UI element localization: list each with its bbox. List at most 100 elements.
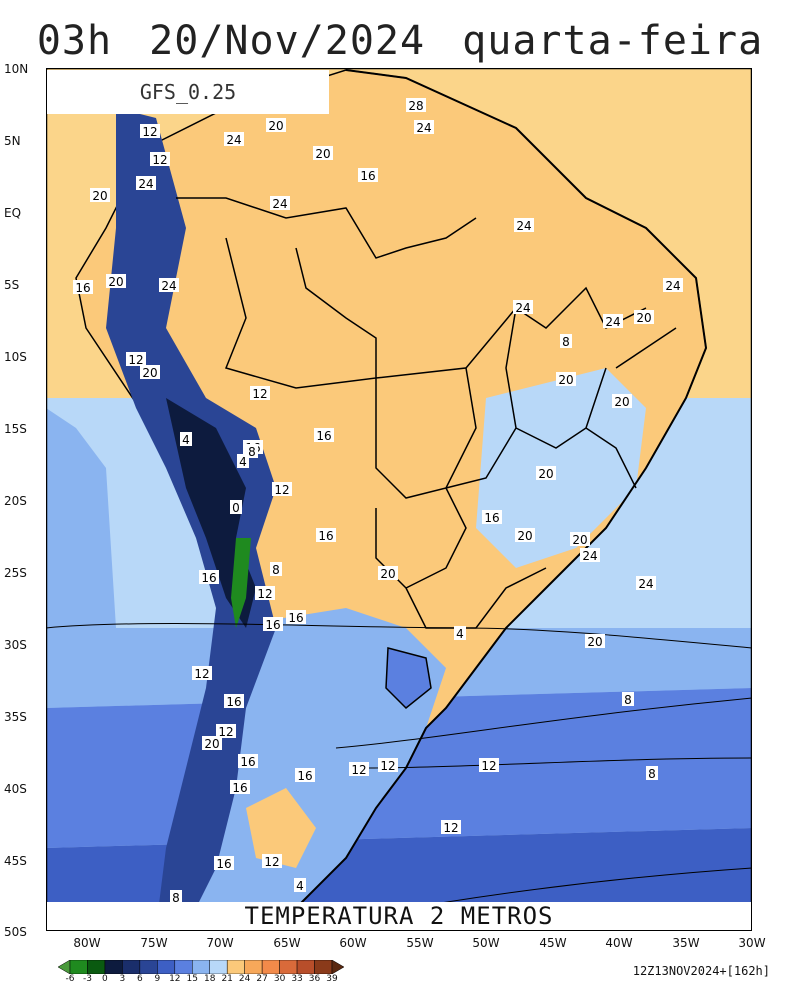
colorbar-swatch	[244, 960, 263, 974]
variable-label: TEMPERATURA 2 METROS	[47, 902, 751, 930]
contour-label: 16	[263, 617, 283, 632]
svg-text:8: 8	[248, 445, 256, 459]
colorbar-tick-label: 30	[273, 974, 286, 984]
svg-text:12: 12	[128, 353, 143, 367]
svg-text:12: 12	[380, 759, 395, 773]
model-label: GFS_0.25	[47, 70, 329, 114]
contour-label: 24	[603, 314, 623, 329]
contour-label: 12	[441, 820, 461, 835]
svg-text:28: 28	[408, 99, 423, 113]
contour-label: 20	[536, 466, 556, 481]
contour-label: 16	[214, 856, 234, 871]
svg-text:20: 20	[315, 147, 330, 161]
svg-text:12: 12	[257, 587, 272, 601]
svg-text:8: 8	[624, 693, 632, 707]
svg-text:20: 20	[614, 395, 629, 409]
lat-label: 5S	[4, 278, 20, 292]
contour-label: 16	[295, 768, 315, 783]
map-frame	[46, 68, 752, 931]
svg-text:24: 24	[515, 301, 530, 315]
colorbar-tick-label: -6	[65, 974, 75, 984]
contour-label: 24	[514, 218, 534, 233]
lat-label: 50S	[4, 925, 27, 939]
svg-text:16: 16	[297, 769, 312, 783]
svg-text:4: 4	[239, 455, 247, 469]
contour-label: 20	[515, 528, 535, 543]
contour-label: 16	[224, 694, 244, 709]
colorbar-tick-label: 6	[136, 974, 143, 984]
colorbar-tick-label: -3	[82, 974, 92, 984]
contour-label: 12	[216, 724, 236, 739]
contour-label: 24	[414, 120, 434, 135]
contour-label: 24	[270, 196, 290, 211]
patagonia-warm-patch	[246, 788, 316, 868]
svg-text:16: 16	[232, 781, 247, 795]
colorbar-tick-label: 39	[326, 974, 338, 984]
contour-12	[365, 757, 752, 769]
lon-label: 40W	[605, 936, 633, 950]
contour-label: 4	[454, 626, 466, 641]
svg-text:24: 24	[272, 197, 287, 211]
contour-label: 20	[378, 566, 398, 581]
svg-text:24: 24	[416, 121, 431, 135]
contour-label: 20	[556, 372, 576, 387]
contour-label: 4	[237, 454, 249, 469]
lat-label: 40S	[4, 782, 27, 796]
colorbar	[57, 960, 345, 974]
lon-label: 70W	[206, 936, 234, 950]
contour-label: 12	[150, 152, 170, 167]
contour-label: 24	[663, 278, 683, 293]
svg-text:24: 24	[516, 219, 531, 233]
svg-text:4: 4	[296, 879, 304, 893]
lat-label: 5N	[4, 134, 21, 148]
svg-text:12: 12	[274, 483, 289, 497]
colorbar-tick-label: 36	[308, 974, 321, 984]
coastline	[275, 69, 708, 929]
contour-label: 12	[126, 352, 146, 367]
contour-label: 24	[224, 132, 244, 147]
contour-label: 16	[358, 168, 378, 183]
svg-text:8: 8	[272, 563, 280, 577]
colorbar-swatch	[279, 960, 298, 974]
colorbar-swatch	[174, 960, 193, 974]
svg-text:16: 16	[484, 511, 499, 525]
colorbar-swatch	[122, 960, 141, 974]
svg-text:20: 20	[268, 119, 283, 133]
svg-text:20: 20	[92, 189, 107, 203]
svg-text:12: 12	[194, 667, 209, 681]
contour-label: 24	[513, 300, 533, 315]
colorbar-tick-label: 0	[102, 974, 108, 984]
svg-text:12: 12	[351, 763, 366, 777]
eastern-cool-region	[476, 368, 646, 568]
contour-label: 24	[580, 548, 600, 563]
colorbar-tick-label: 18	[203, 974, 216, 984]
svg-text:4: 4	[182, 433, 190, 447]
colorbar-swatch	[139, 960, 158, 974]
svg-text:16: 16	[265, 618, 280, 632]
contour-label: 8	[646, 766, 658, 781]
contour-label: 12	[272, 482, 292, 497]
lat-label: 15S	[4, 422, 27, 436]
run-label: 12Z13NOV2024+[162h]	[632, 964, 770, 978]
svg-text:20: 20	[204, 737, 219, 751]
lon-label: 35W	[672, 936, 700, 950]
lon-label: 45W	[539, 936, 567, 950]
svg-text:20: 20	[636, 311, 651, 325]
colorbar-swatch	[87, 960, 106, 974]
colorbar-swatch	[209, 960, 228, 974]
contour-label: 4	[180, 432, 192, 447]
contour-label: 28	[406, 98, 426, 113]
contour-label: 12	[140, 124, 160, 139]
lat-label: 10N	[4, 62, 29, 76]
contour-label: 12	[192, 666, 212, 681]
colorbar-tick-label: 12	[169, 974, 181, 984]
svg-text:8: 8	[648, 767, 656, 781]
svg-text:20: 20	[108, 275, 123, 289]
lon-label: 80W	[73, 936, 101, 950]
svg-text:20: 20	[558, 373, 573, 387]
contour-label: 16	[73, 280, 93, 295]
svg-text:12: 12	[481, 759, 496, 773]
contour-label: 12	[378, 758, 398, 773]
contour-label: 8	[560, 334, 572, 349]
